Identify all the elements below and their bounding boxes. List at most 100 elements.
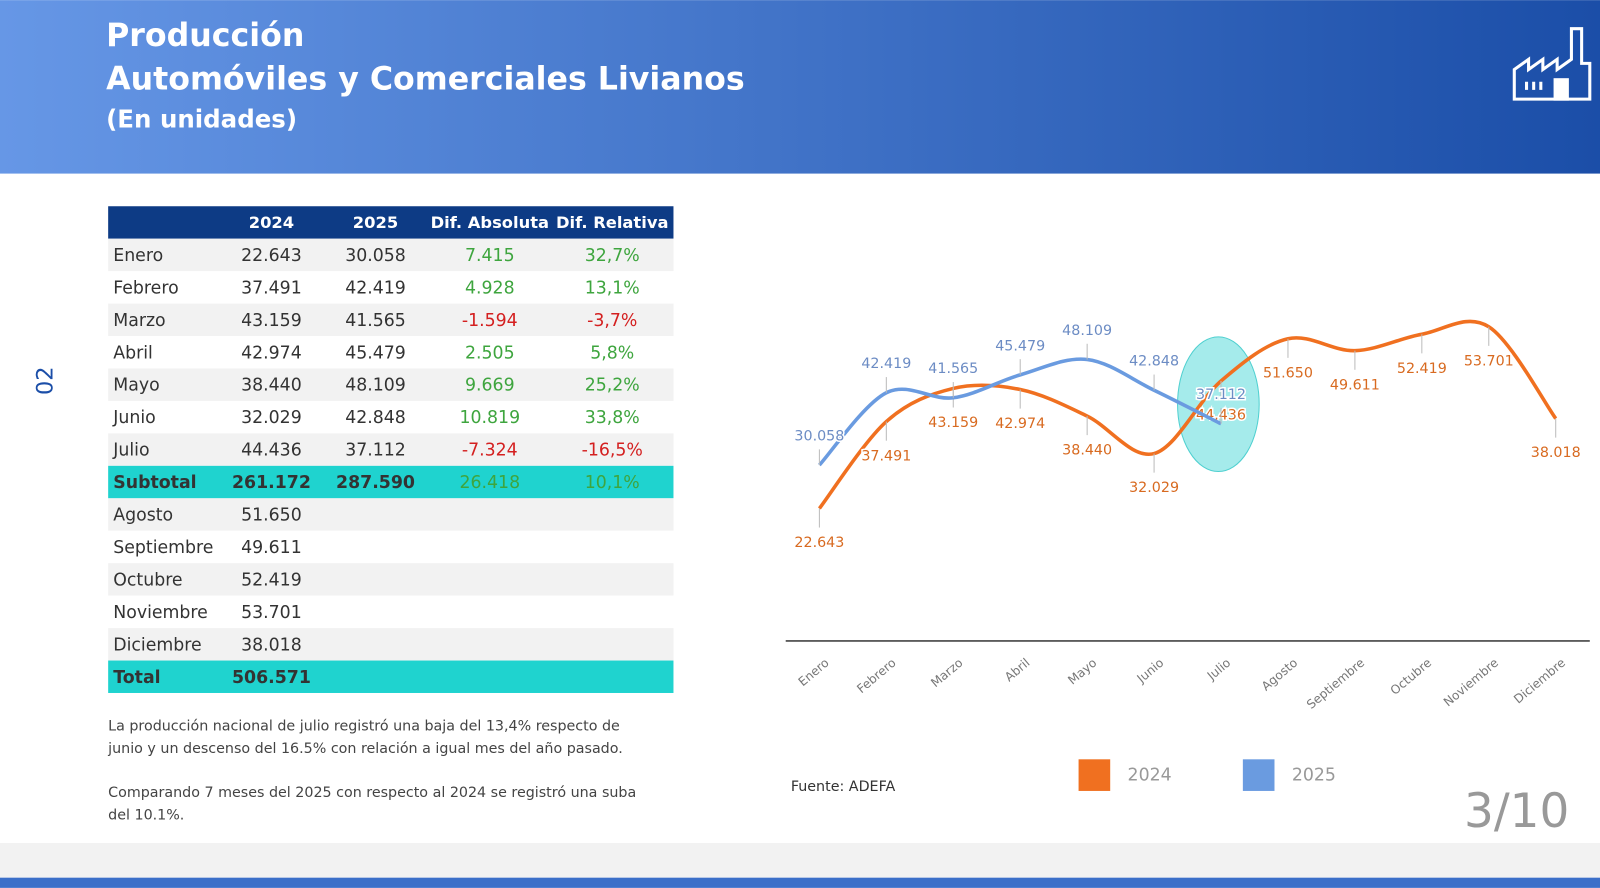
table-cell: 287.590 [336, 473, 415, 493]
table-row [108, 336, 674, 369]
table-cell: -16,5% [582, 441, 643, 461]
table-cell: 44.436 [241, 441, 302, 461]
table-cell: 261.172 [232, 473, 311, 493]
table-cell: 22.643 [241, 246, 302, 266]
table-row [108, 400, 674, 434]
table-cell: 4.928 [465, 278, 515, 298]
table-cell: Mayo [113, 376, 159, 396]
x-tick-label: Marzo [928, 656, 965, 691]
table-row [108, 303, 674, 337]
title: Automóviles y Comerciales Livianos [106, 62, 745, 98]
table-cell: 506.571 [232, 668, 311, 688]
data-label: 32.029 [1129, 480, 1179, 496]
table-cell: 10,1% [585, 473, 640, 493]
table-cell: 26.418 [459, 473, 520, 493]
notes: La producción nacional de julio registró… [107, 719, 636, 824]
x-tick-label: Junio [1134, 656, 1167, 687]
data-label: 51.650 [1263, 365, 1313, 381]
table-cell: 25,2% [585, 376, 640, 396]
table-cell: 51.650 [241, 506, 302, 526]
table-cell: Subtotal [113, 473, 196, 493]
table-row [108, 271, 674, 304]
data-label: 30.058 [794, 429, 844, 445]
data-label: 43.159 [928, 415, 978, 431]
table-cell: Abril [113, 343, 153, 363]
data-label: 48.109 [1062, 323, 1112, 339]
x-tick-label: Septiembre [1304, 656, 1367, 712]
table-cell: 30.058 [345, 246, 406, 266]
table-header [108, 206, 674, 239]
banner [0, 0, 1600, 174]
table-cell: 38.440 [241, 376, 302, 396]
table-cell: Febrero [113, 278, 178, 298]
series-line [817, 319, 1558, 510]
table-cell: 38.018 [241, 635, 302, 655]
column-header: 2025 [353, 213, 398, 232]
total-row [108, 465, 674, 499]
data-label: 37.112 [1196, 387, 1246, 403]
legend-swatch [1078, 759, 1111, 791]
note-line: La producción nacional de julio registró… [108, 719, 620, 735]
total-row [108, 660, 674, 693]
table-row [108, 595, 674, 629]
table-cell: Marzo [113, 311, 165, 331]
table-row [108, 498, 674, 531]
table-row [108, 628, 674, 661]
data-label: 52.419 [1397, 361, 1447, 377]
table-cell: Julio [112, 441, 149, 461]
table-cell: Noviembre [113, 603, 208, 623]
table-cell: 5,8% [590, 343, 634, 363]
data-label: 49.611 [1330, 377, 1380, 393]
data-label: 22.643 [794, 535, 844, 551]
x-tick-label: Abril [1002, 656, 1032, 685]
legend-label: 2025 [1292, 766, 1336, 786]
table-cell: 49.611 [241, 538, 302, 558]
x-tick-label: Enero [796, 656, 832, 689]
note-line: Comparando 7 meses del 2025 con respecto… [108, 785, 636, 801]
table-row [108, 530, 674, 564]
table-cell: 32.029 [241, 408, 302, 428]
column-header: 2024 [249, 213, 294, 232]
table-cell: 9.669 [465, 376, 515, 396]
table-cell: 2.505 [465, 343, 515, 363]
table-cell: Enero [113, 246, 163, 266]
table-cell: Total [113, 668, 160, 688]
x-tick-label: Julio [1204, 656, 1233, 684]
table-cell: 13,1% [585, 278, 640, 298]
table-cell: Junio [112, 408, 156, 428]
table-cell: -7.324 [462, 441, 518, 461]
x-tick-label: Agosto [1259, 656, 1300, 694]
x-tick-label: Febrero [854, 656, 898, 696]
table-cell: 52.419 [241, 570, 302, 590]
x-tick-label: Octubre [1388, 656, 1435, 698]
data-label: 45.479 [995, 338, 1045, 354]
subtitle: (En unidades) [106, 105, 297, 134]
footer-band [0, 842, 1600, 878]
page-number: 3/10 [1464, 784, 1569, 839]
table-cell: -3,7% [587, 311, 637, 331]
x-tick-label: Noviembre [1441, 656, 1501, 710]
note-line: junio y un descenso del 16.5% con relaci… [107, 741, 623, 757]
footer-strip [0, 877, 1600, 888]
table-cell: 53.701 [241, 603, 302, 623]
table-cell: 43.159 [241, 311, 302, 331]
data-label: 38.018 [1531, 445, 1581, 461]
table-cell: Diciembre [113, 635, 201, 655]
table-cell: 45.479 [345, 343, 406, 363]
note-line: del 10.1%. [108, 807, 184, 823]
table-cell: 42.974 [241, 343, 302, 363]
table-cell: 33,8% [585, 408, 640, 428]
legend-label: 2024 [1128, 766, 1172, 786]
source: Fuente: ADEFA [791, 779, 896, 795]
highlight [1177, 336, 1260, 473]
factory-icon [1512, 27, 1592, 101]
table-cell: 41.565 [345, 311, 406, 331]
section-number: 02 [32, 366, 58, 395]
table-cell: 7.415 [465, 246, 515, 266]
table-row [108, 563, 674, 596]
table-cell: 42.848 [345, 408, 406, 428]
table-cell: 37.491 [241, 278, 302, 298]
column-header: Dif. Relativa [556, 213, 668, 232]
title: Producción [106, 18, 304, 54]
